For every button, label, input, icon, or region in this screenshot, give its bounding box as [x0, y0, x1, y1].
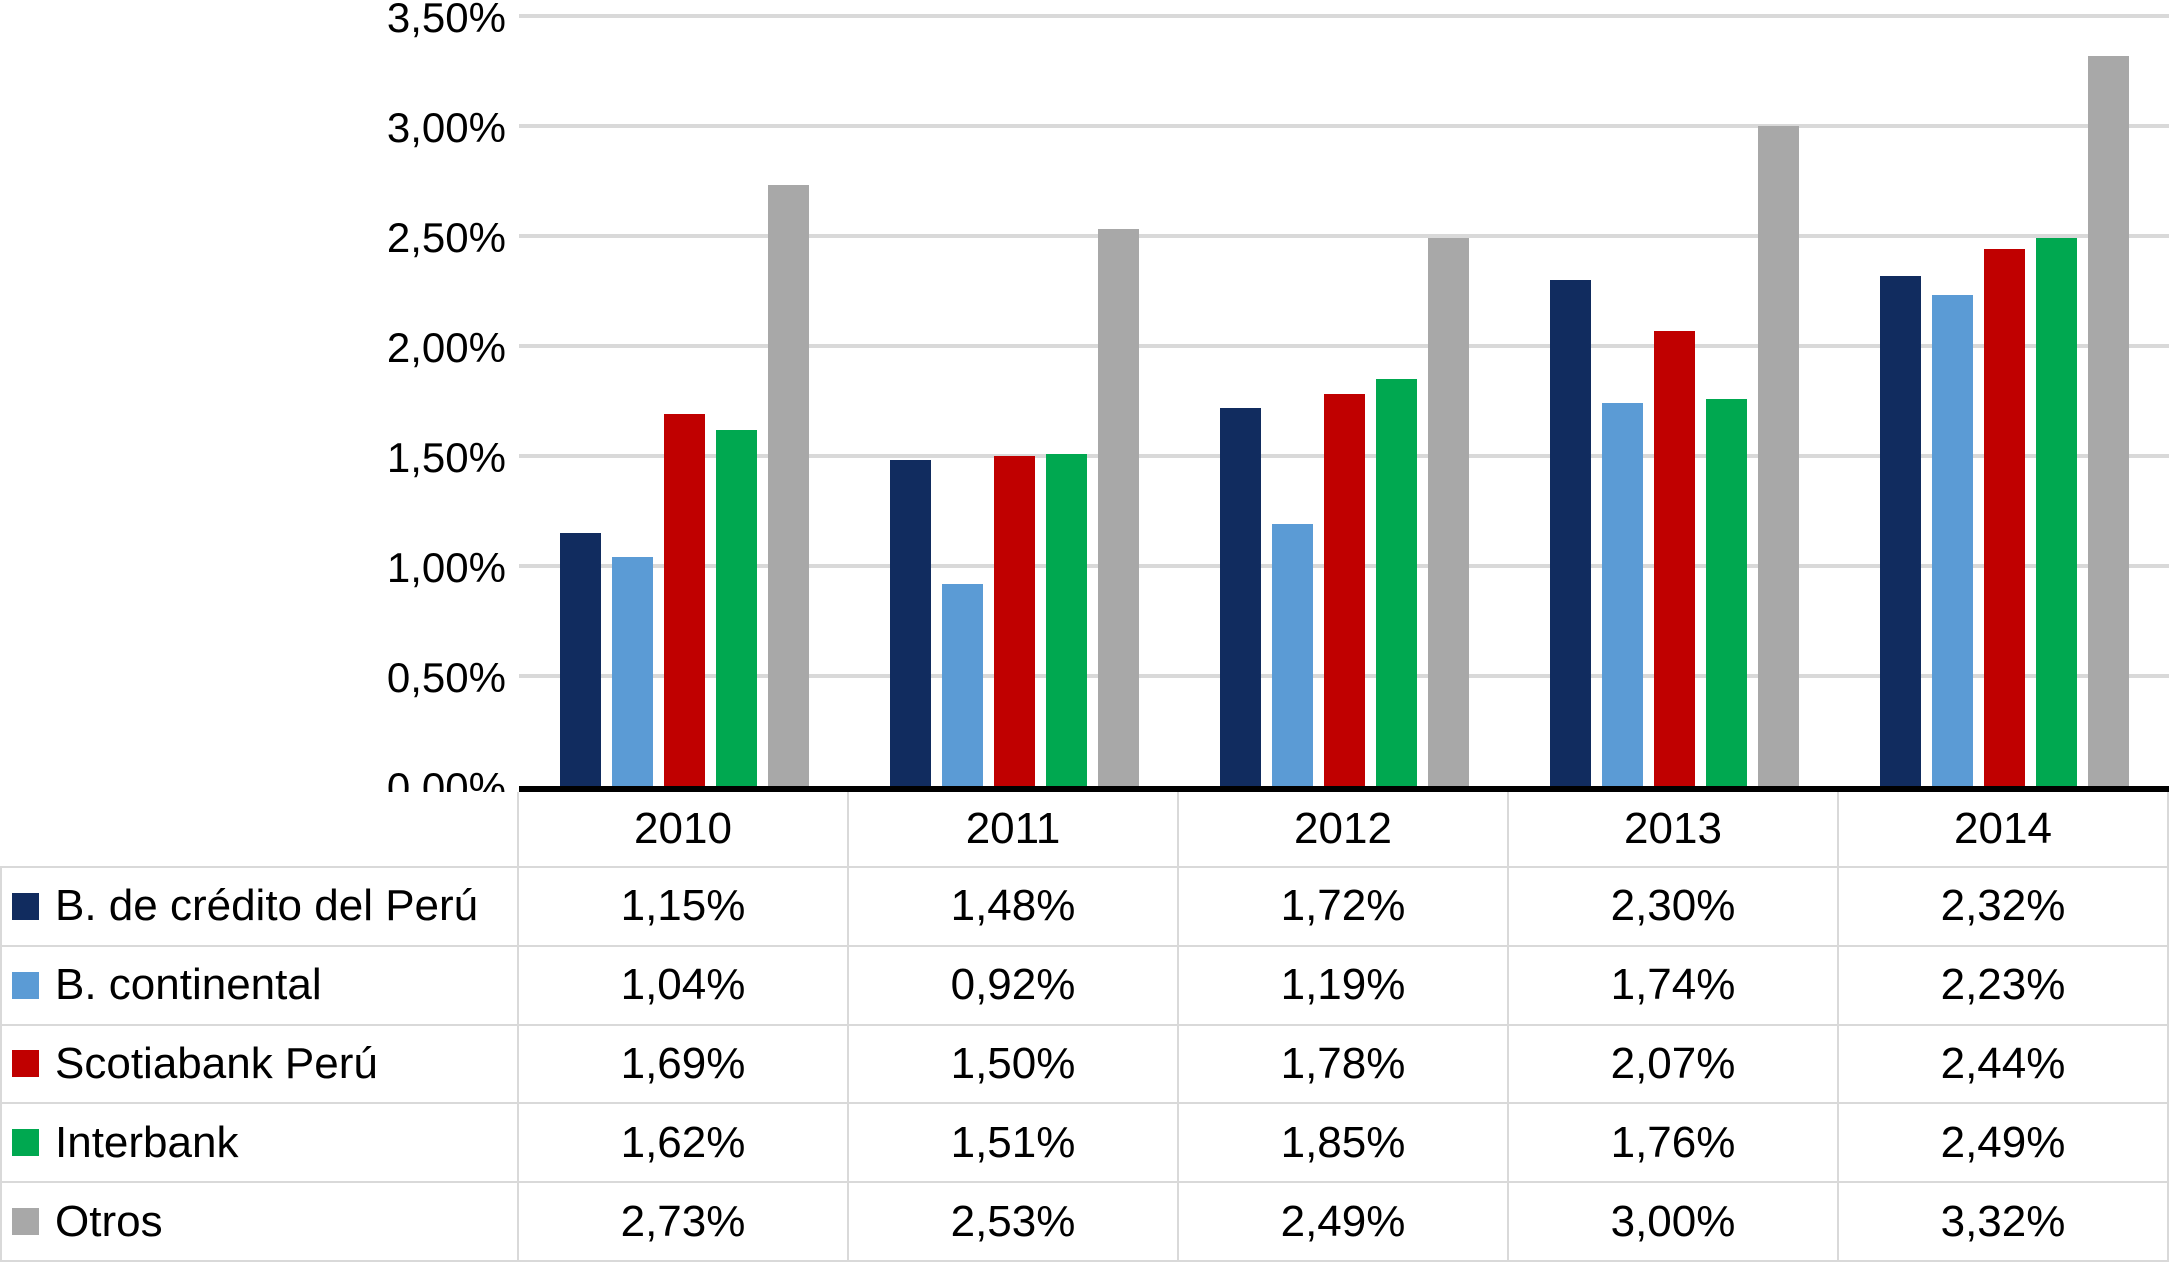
value-cell: 1,48% — [849, 868, 1179, 947]
value-cell: 1,62% — [519, 1104, 849, 1184]
bar-group-2012 — [1179, 0, 1509, 786]
y-axis-tick-label: 1,50% — [386, 434, 506, 481]
bar-group-2014 — [1839, 0, 2169, 786]
table-corner-cell — [0, 792, 519, 868]
bar — [1271, 524, 1313, 786]
x-axis-line — [519, 786, 2169, 792]
value-cell: 1,50% — [849, 1025, 1179, 1105]
bar-group-2011 — [849, 0, 1179, 786]
value-cell: 1,04% — [519, 946, 849, 1026]
y-axis-tick-label: 2,50% — [386, 214, 506, 261]
bar — [559, 533, 601, 786]
bar — [941, 583, 983, 786]
value-cell: 2,49% — [1179, 1183, 1509, 1262]
bar — [1931, 295, 1973, 786]
legend-cell: Interbank — [0, 1104, 519, 1184]
bar — [1705, 398, 1747, 786]
legend-swatch-icon — [12, 1050, 39, 1078]
legend-cell: B. continental — [0, 946, 519, 1026]
bar — [1757, 126, 1799, 786]
legend-cell: Scotiabank Perú — [0, 1025, 519, 1105]
y-axis-tick-label: 0,50% — [386, 654, 506, 701]
value-cell: 1,72% — [1179, 868, 1509, 947]
bar — [1375, 379, 1417, 786]
value-cell: 1,85% — [1179, 1104, 1509, 1184]
year-header-cell-2012: 2012 — [1179, 792, 1509, 868]
bar — [1323, 394, 1365, 786]
y-axis-tick-label: 3,50% — [386, 0, 506, 41]
bar — [2035, 238, 2077, 786]
year-header-cell-2013: 2013 — [1509, 792, 1839, 868]
bar — [1549, 280, 1591, 786]
bar — [2087, 55, 2129, 786]
value-cell: 2,73% — [519, 1183, 849, 1262]
data-table: 2010 2011 2012 2013 2014 B. de crédito del Pe… — [0, 792, 2169, 1262]
y-axis-tick-label: 1,00% — [386, 544, 506, 591]
value-cell: 1,51% — [849, 1104, 1179, 1184]
value-cell: 2,07% — [1509, 1025, 1839, 1105]
legend-label: Scotiabank Perú — [55, 1038, 378, 1088]
legend-cell: B. de crédito del Perú — [0, 868, 519, 947]
legend-swatch-icon — [12, 1208, 39, 1236]
year-header-cell-2014: 2014 — [1839, 792, 2169, 868]
bar — [993, 456, 1035, 786]
legend-label: B. de crédito del Perú — [55, 881, 479, 931]
legend-cell: Otros — [0, 1183, 519, 1262]
value-cell: 3,00% — [1509, 1183, 1839, 1262]
gridline — [519, 234, 2169, 238]
year-header-cell-2010: 2010 — [519, 792, 849, 868]
bar — [1879, 275, 1921, 786]
value-cell: 1,69% — [519, 1025, 849, 1105]
bar — [1045, 453, 1087, 786]
value-cell: 2,44% — [1839, 1025, 2169, 1105]
y-axis-tick-label: 2,00% — [386, 324, 506, 371]
legend-label: Otros — [55, 1196, 163, 1246]
bar — [1601, 403, 1643, 786]
legend-swatch-icon — [12, 892, 39, 920]
gridline — [519, 14, 2169, 18]
bar — [1983, 249, 2025, 786]
bar-group-2013 — [1509, 0, 1839, 786]
bar-chart: 0,00% 0,50% 1,00% 1,50% 2,00% 2,50% 3,00% 3,50% — [386, 0, 2169, 811]
value-cell: 2,53% — [849, 1183, 1179, 1262]
legend-swatch-icon — [12, 1129, 39, 1157]
value-cell: 2,23% — [1839, 946, 2169, 1026]
bar — [767, 185, 809, 786]
bar-group-2010 — [519, 0, 849, 786]
legend-label: B. continental — [55, 960, 322, 1010]
bar — [889, 460, 931, 786]
bar — [1653, 330, 1695, 786]
bar — [715, 429, 757, 786]
year-header-cell-2011: 2011 — [849, 792, 1179, 868]
value-cell: 2,49% — [1839, 1104, 2169, 1184]
bar — [1427, 238, 1469, 786]
value-cell: 1,74% — [1509, 946, 1839, 1026]
value-cell: 1,76% — [1509, 1104, 1839, 1184]
value-cell: 1,15% — [519, 868, 849, 947]
bar — [611, 557, 653, 786]
legend-swatch-icon — [12, 971, 39, 999]
bar — [1219, 407, 1261, 786]
legend-label: Interbank — [55, 1117, 239, 1167]
value-cell: 2,32% — [1839, 868, 2169, 947]
gridline — [519, 344, 2169, 348]
value-cell: 1,19% — [1179, 946, 1509, 1026]
value-cell: 3,32% — [1839, 1183, 2169, 1262]
bar — [663, 414, 705, 786]
value-cell: 2,30% — [1509, 868, 1839, 947]
value-cell: 0,92% — [849, 946, 1179, 1026]
bar — [1097, 229, 1139, 786]
value-cell: 1,78% — [1179, 1025, 1509, 1105]
gridline — [519, 124, 2169, 128]
y-axis-tick-label: 3,00% — [386, 104, 506, 151]
